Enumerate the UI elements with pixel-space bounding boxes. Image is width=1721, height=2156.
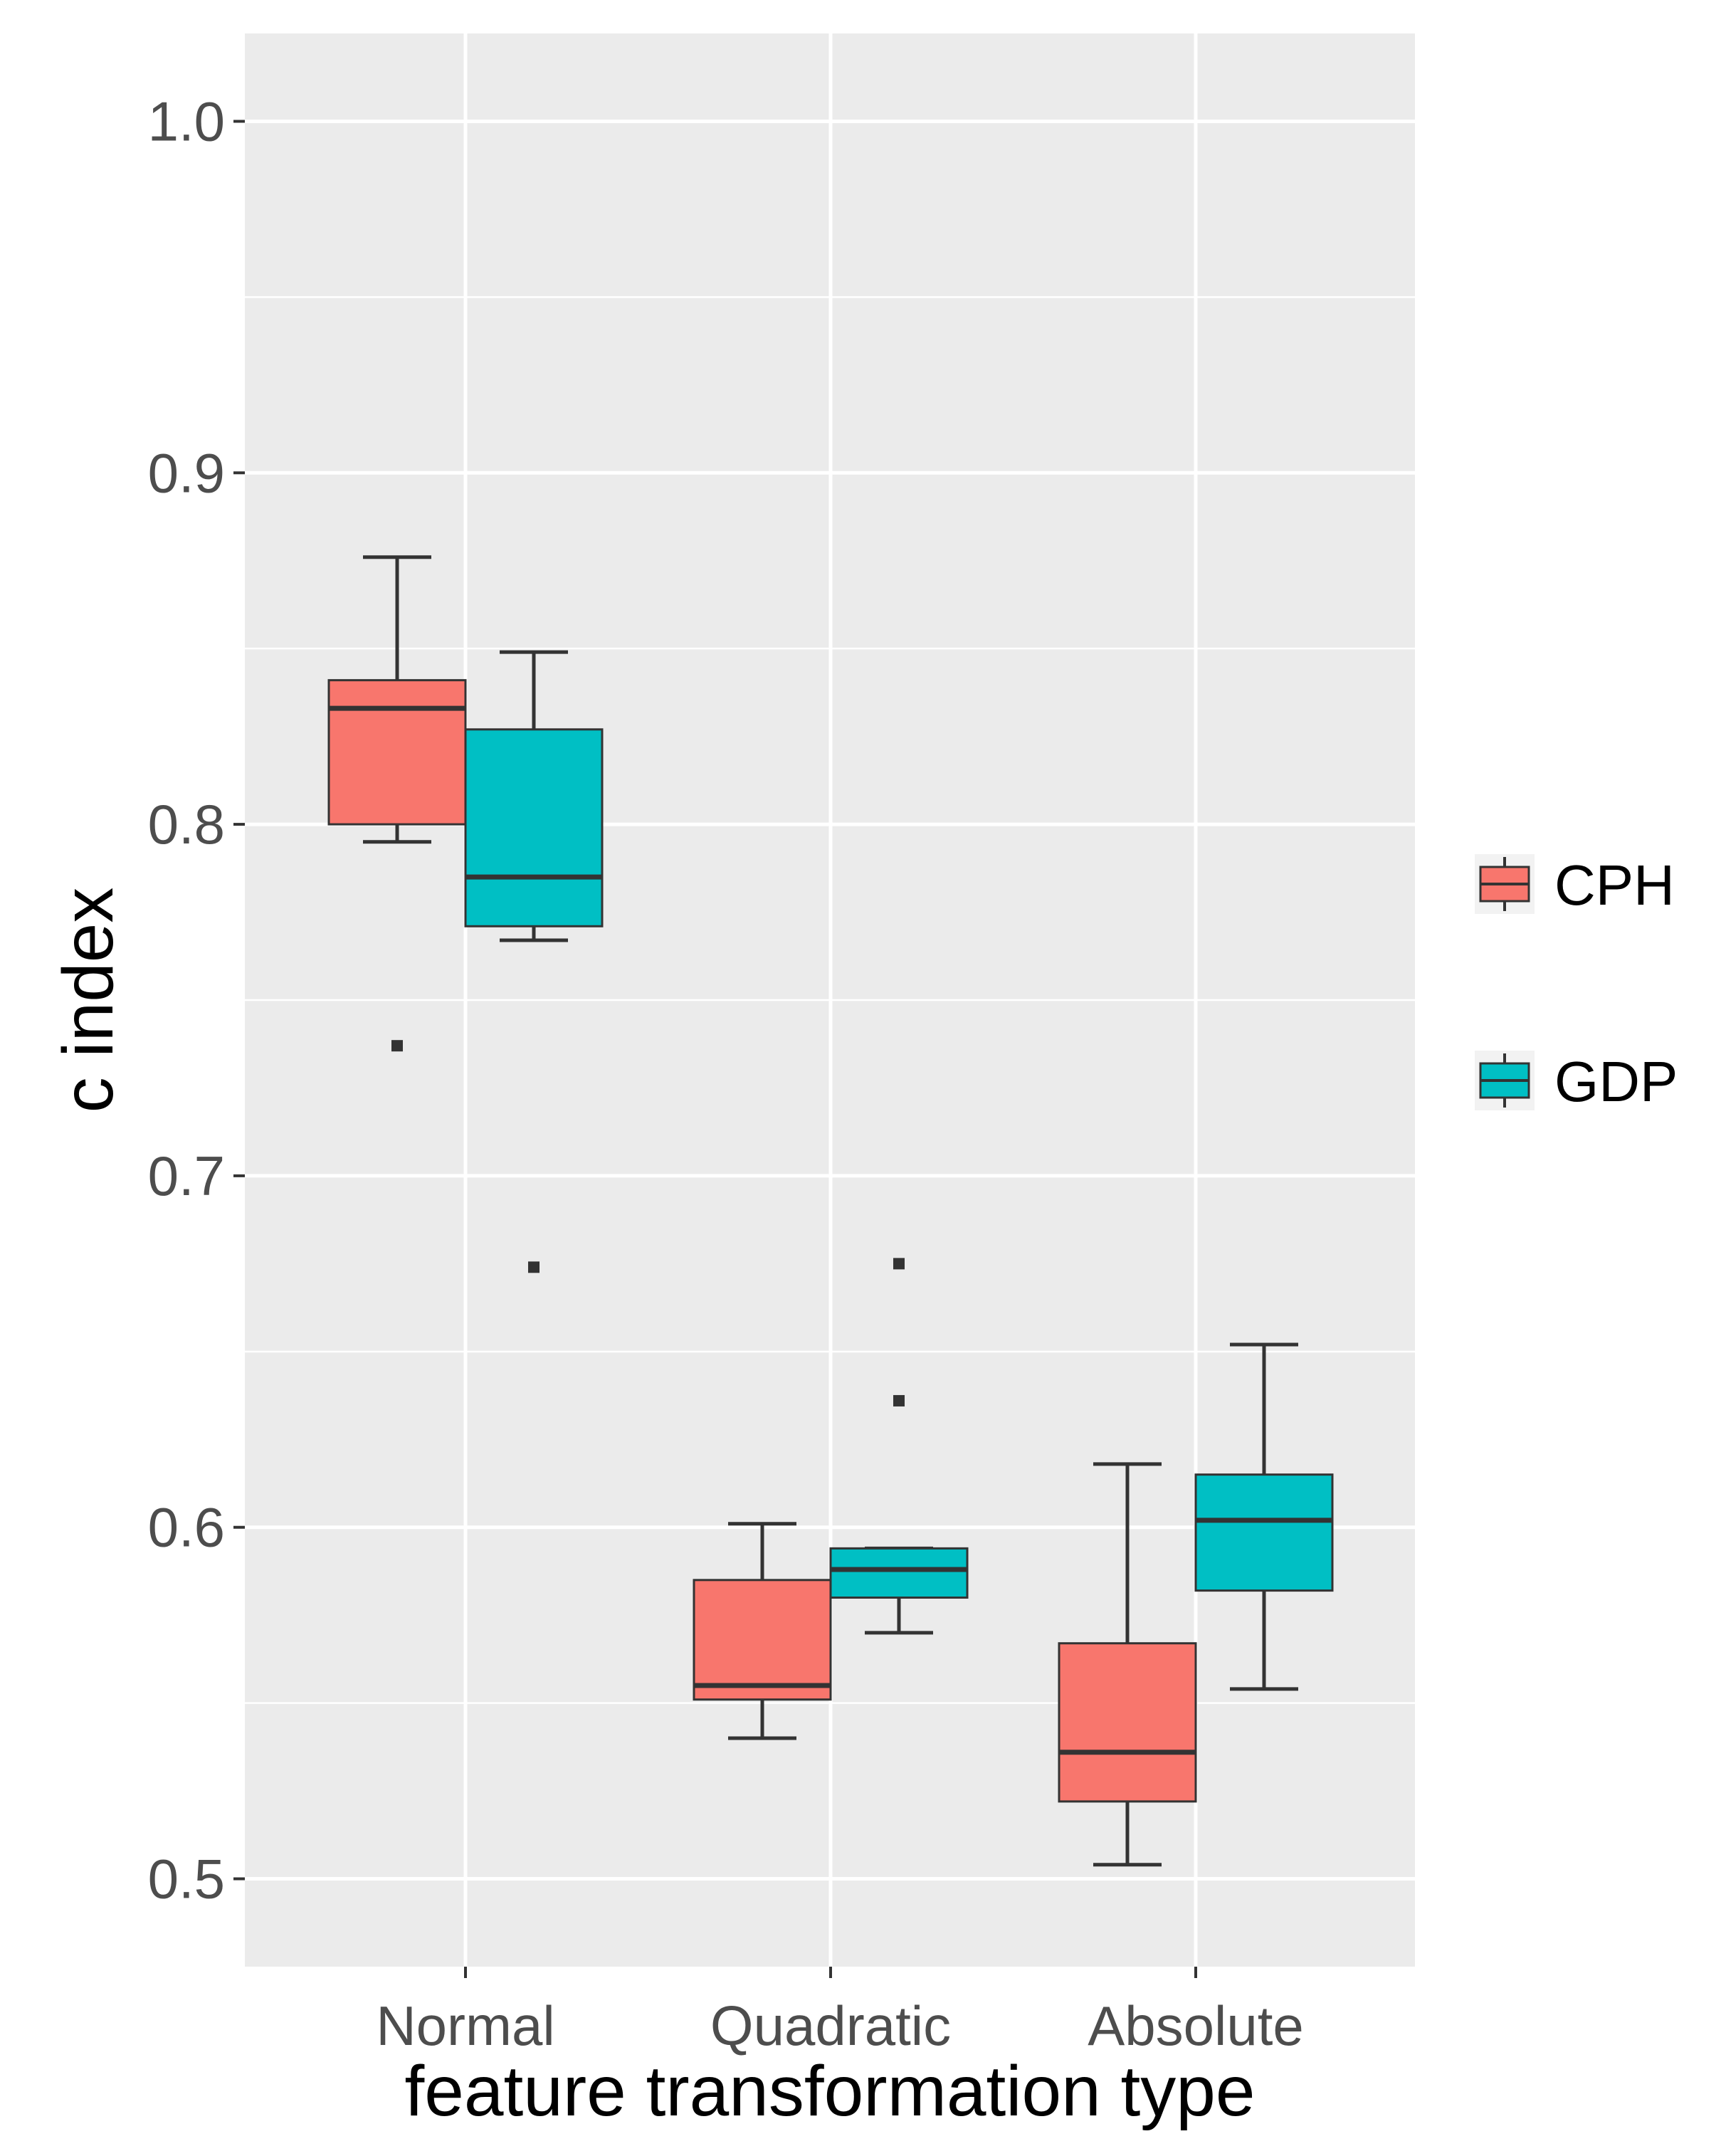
x-axis: Normal Quadratic Absolute: [376, 1967, 1304, 2057]
box-cph-absolute: [1058, 1462, 1197, 1867]
box-gdp-quadratic: [829, 1258, 969, 1635]
y-axis-title: c index: [48, 888, 128, 1113]
iqr-box: [1194, 1473, 1334, 1592]
y-tick-label: 0.8: [148, 793, 225, 856]
y-tick-label: 0.7: [148, 1145, 225, 1207]
outlier-point: [893, 1394, 905, 1406]
iqr-box: [829, 1547, 969, 1599]
box-gdp-normal: [464, 650, 604, 1273]
legend-label-gdp: GDP: [1554, 1050, 1678, 1113]
x-axis-title: feature transformation type: [404, 2051, 1255, 2131]
box-cph-quadratic: [693, 1522, 832, 1740]
box-cph-normal: [327, 555, 467, 1052]
outlier-point: [893, 1258, 905, 1270]
y-tick-label: 0.9: [148, 441, 225, 504]
outlier-point: [528, 1261, 540, 1273]
iqr-box: [327, 679, 467, 826]
x-tick-label: Normal: [376, 1994, 554, 2057]
y-tick-label: 0.5: [148, 1848, 225, 1910]
legend-label-cph: CPH: [1554, 853, 1675, 917]
x-tick-label: Absolute: [1088, 1994, 1304, 2057]
y-tick-label: 0.6: [148, 1496, 225, 1559]
y-axis: 0.5 0.6 0.7 0.8 0.9 1.0: [148, 90, 245, 1910]
box-series: [327, 555, 1334, 1867]
y-tick-label: 1.0: [148, 90, 225, 152]
x-tick-label: Quadratic: [710, 1994, 951, 2057]
legend: CPH GDP: [1475, 853, 1678, 1113]
iqr-box: [1058, 1642, 1197, 1803]
box-gdp-absolute: [1194, 1342, 1334, 1691]
iqr-box: [464, 728, 604, 927]
outlier-point: [391, 1040, 403, 1052]
iqr-box: [693, 1579, 832, 1701]
